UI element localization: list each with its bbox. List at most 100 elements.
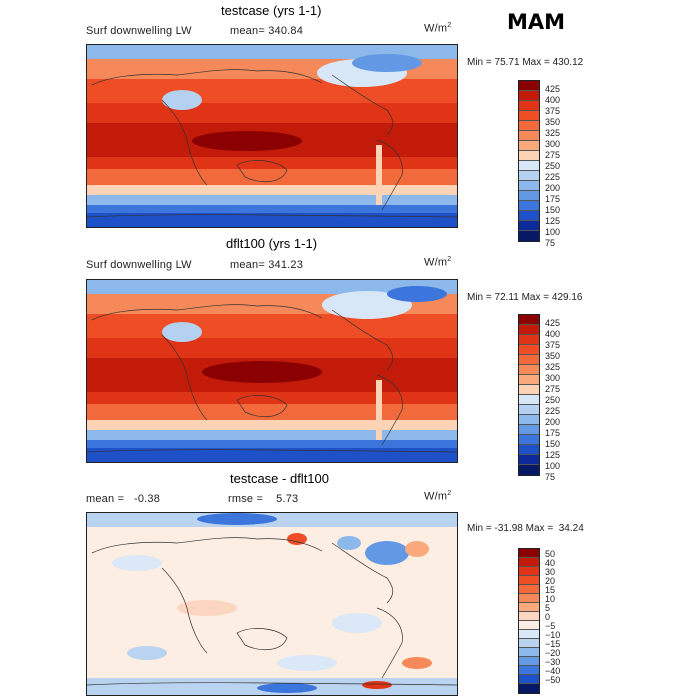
panel-3-colorbar (518, 548, 540, 694)
panel-1-minmax: Min = 75.71 Max = 430.12 (467, 57, 584, 68)
cbar-1-swatch (519, 231, 539, 241)
cbar-2-tick: 75 (545, 472, 556, 482)
cbar-1-swatch (519, 81, 539, 91)
cbar-3-swatch (519, 630, 539, 639)
cbar-1-swatch (519, 181, 539, 191)
cbar-1-tick: 275 (545, 150, 561, 160)
cbar-1-tick: 325 (545, 128, 561, 138)
cbar-1-tick: 150 (545, 205, 561, 215)
cbar-2-swatch (519, 375, 539, 385)
cbar-3-tick: 20 (545, 576, 556, 586)
cbar-1-swatch (519, 111, 539, 121)
cbar-1-tick: 300 (545, 139, 561, 149)
cbar-2-tick: 425 (545, 318, 561, 328)
cbar-3-tick: 5 (545, 603, 551, 613)
panel-1-title: testcase (yrs 1-1) (221, 3, 322, 18)
cbar-1-swatch (519, 171, 539, 181)
cbar-2-tick: 400 (545, 329, 561, 339)
cbar-3-tick: −15 (545, 639, 561, 649)
cbar-2-tick: 350 (545, 351, 561, 361)
cbar-1-tick: 400 (545, 95, 561, 105)
panel-1-variable: Surf downwelling LW (86, 25, 192, 37)
cbar-2-swatch (519, 345, 539, 355)
cbar-2-tick: 150 (545, 439, 561, 449)
cbar-2-tick: 200 (545, 417, 561, 427)
cbar-3-swatch (519, 603, 539, 612)
cbar-2-swatch (519, 335, 539, 345)
cbar-1-swatch (519, 201, 539, 211)
cbar-3-swatch (519, 549, 539, 558)
cbar-1-swatch (519, 101, 539, 111)
cbar-1-tick: 350 (545, 117, 561, 127)
cbar-1-tick: 375 (545, 106, 561, 116)
cbar-1-tick: 250 (545, 161, 561, 171)
cbar-3-tick: −20 (545, 648, 561, 658)
panel-1-mean: mean= 340.84 (230, 25, 304, 37)
cbar-2-swatch (519, 415, 539, 425)
cbar-3-tick: −10 (545, 630, 561, 640)
panel-3-map (86, 512, 458, 696)
cbar-2-tick: 225 (545, 406, 561, 416)
panel-1-colorbar-labels: 425 400 375 350 325 300 275 250 225 200 … (545, 84, 560, 249)
panel-3-units: W/m2 (424, 490, 452, 503)
cbar-1-tick: 175 (545, 194, 561, 204)
cbar-2-swatch (519, 315, 539, 325)
cbar-1-swatch (519, 91, 539, 101)
cbar-3-swatch (519, 558, 539, 567)
cbar-1-swatch (519, 151, 539, 161)
cbar-2-swatch (519, 405, 539, 415)
panel-1-units: W/m2 (424, 22, 452, 35)
cbar-2-swatch (519, 435, 539, 445)
panel-2-map (86, 279, 458, 463)
cbar-2-swatch (519, 395, 539, 405)
cbar-3-tick: 50 (545, 549, 556, 559)
cbar-2-swatch (519, 445, 539, 455)
cbar-1-tick: 200 (545, 183, 561, 193)
cbar-1-swatch (519, 141, 539, 151)
panel-3-mean: mean = -0.38 (86, 493, 161, 505)
cbar-1-swatch (519, 161, 539, 171)
panel-3-colorbar-labels: 50 40 30 20 15 10 5 0 −5 −10 −15 −20 −30… (545, 550, 560, 685)
panel-2-colorbar (518, 314, 540, 476)
panel-3-minmax: Min = -31.98 Max = 34.24 (467, 523, 584, 534)
cbar-3-swatch (519, 621, 539, 630)
cbar-3-swatch (519, 657, 539, 666)
cbar-2-swatch (519, 455, 539, 465)
cbar-3-tick: 0 (545, 612, 551, 622)
cbar-3-swatch (519, 585, 539, 594)
cbar-1-swatch (519, 131, 539, 141)
cbar-3-tick: −30 (545, 657, 561, 667)
cbar-2-swatch (519, 425, 539, 435)
cbar-2-tick: 100 (545, 461, 561, 471)
cbar-1-tick: 125 (545, 216, 561, 226)
cbar-3-swatch (519, 639, 539, 648)
cbar-2-tick: 325 (545, 362, 561, 372)
cbar-1-swatch (519, 211, 539, 221)
cbar-2-tick: 275 (545, 384, 561, 394)
cbar-1-swatch (519, 191, 539, 201)
cbar-3-swatch (519, 648, 539, 657)
cbar-1-swatch (519, 221, 539, 231)
cbar-2-swatch (519, 465, 539, 475)
cbar-2-tick: 250 (545, 395, 561, 405)
cbar-2-swatch (519, 385, 539, 395)
cbar-3-swatch (519, 576, 539, 585)
cbar-3-tick: 40 (545, 558, 556, 568)
cbar-1-tick: 425 (545, 84, 561, 94)
panel-2-variable: Surf downwelling LW (86, 259, 192, 271)
cbar-3-tick: 30 (545, 567, 556, 577)
cbar-3-tick: −5 (545, 621, 556, 631)
cbar-3-tick: 10 (545, 594, 556, 604)
panel-2-minmax: Min = 72.11 Max = 429.16 (467, 292, 583, 303)
cbar-3-tick: 15 (545, 585, 556, 595)
cbar-1-tick: 75 (545, 238, 556, 248)
cbar-3-tick: −50 (545, 675, 561, 685)
cbar-2-swatch (519, 325, 539, 335)
cbar-3-swatch (519, 594, 539, 603)
cbar-3-swatch (519, 684, 539, 693)
cbar-3-swatch (519, 567, 539, 576)
cbar-1-swatch (519, 121, 539, 131)
panel-2-units: W/m2 (424, 256, 452, 269)
panel-2-mean: mean= 341.23 (230, 259, 304, 271)
cbar-3-swatch (519, 666, 539, 675)
